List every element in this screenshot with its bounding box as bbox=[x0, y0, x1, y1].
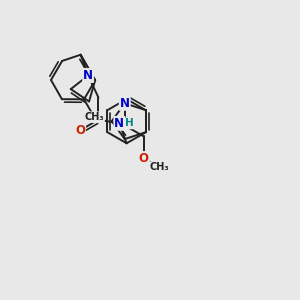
Text: O: O bbox=[75, 124, 85, 137]
Text: CH₃: CH₃ bbox=[84, 112, 104, 122]
Text: N: N bbox=[114, 117, 124, 130]
Text: N: N bbox=[83, 69, 93, 82]
Text: N: N bbox=[120, 97, 130, 110]
Text: O: O bbox=[139, 152, 149, 165]
Text: H: H bbox=[125, 118, 134, 128]
Text: CH₃: CH₃ bbox=[149, 162, 169, 172]
